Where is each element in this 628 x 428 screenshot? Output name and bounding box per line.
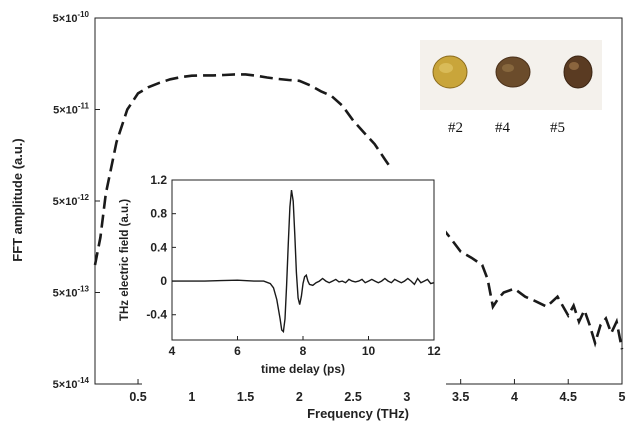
- inset-x-axis-label: time delay (ps): [261, 362, 345, 376]
- main-series-line: [93, 73, 624, 350]
- inset-x-tick-label: 12: [427, 344, 441, 358]
- main-y-ticks: 5×10-14 5×10-13 5×10-12 5×10-11 5×10-10: [53, 10, 100, 391]
- seed-4-highlight: [502, 64, 514, 72]
- main-x-tick-label: 1.5: [237, 390, 254, 404]
- main-x-tick-label: 2.5: [344, 390, 361, 404]
- main-chart: 0.5 1 1.5 2 2.5 3 3.5 4 4.5 5 5×10-145×10-135×10-…: [10, 10, 626, 421]
- main-x-tick-label: 2: [296, 390, 303, 404]
- inset-y-tick-label: 0: [160, 274, 167, 288]
- main-y-tick-label: 5×10-10: [53, 10, 90, 25]
- main-x-tick-label: 3: [403, 390, 410, 404]
- main-y-tick-label: 5×10-13: [53, 285, 90, 300]
- main-y-tick-label: 5×10-12: [53, 193, 90, 208]
- inset-x-tick-label: 8: [300, 344, 307, 358]
- seed-2-highlight: [439, 63, 453, 73]
- inset-plot-frame: [171, 179, 435, 341]
- inset-x-tick-label: 4: [169, 344, 176, 358]
- main-x-tick-label: 1: [188, 390, 195, 404]
- inset-x-tick-label: 6: [234, 344, 241, 358]
- inset-x-ticks: 4 6 8 10 12: [169, 336, 441, 358]
- inset-y-tick-label: 0.4: [150, 240, 167, 254]
- seed-5-image: [563, 55, 593, 89]
- seed-5-highlight: [569, 62, 579, 70]
- main-x-tick-label: 0.5: [129, 390, 146, 404]
- main-x-tick-label: 3.5: [452, 390, 469, 404]
- main-y-tick-label: 5×10-11: [53, 102, 89, 117]
- seed-photo: #2 #4 #5: [420, 40, 602, 136]
- inset-y-axis-label: THz electric field (a.u.): [119, 199, 131, 321]
- main-y-tick-label: 5×10-14: [53, 376, 90, 391]
- inset-chart: 4 6 8 10 12 -0.4 0 0.4 0.8 1.2 THz electric fiel…: [119, 166, 446, 388]
- main-x-tick-label: 4.5: [560, 390, 577, 404]
- seed-4-label: #4: [495, 120, 511, 136]
- main-x-axis-label: Frequency (THz): [307, 406, 409, 421]
- inset-y-tick-label: 0.8: [150, 207, 167, 221]
- main-x-tick-label: 5: [619, 390, 626, 404]
- seed-4-image: [495, 56, 531, 88]
- main-x-tick-label: 4: [511, 390, 518, 404]
- inset-x-tick-label: 10: [362, 344, 376, 358]
- inset-y-ticks: -0.4 0 0.4 0.8 1.2: [146, 173, 176, 322]
- inset-series-line: [172, 189, 435, 334]
- inset-y-tick-label: -0.4: [146, 308, 167, 322]
- inset-y-tick-label: 1.2: [150, 173, 167, 187]
- main-y-axis-label: FFT amplitude (a.u.): [10, 138, 25, 262]
- seed-5-label: #5: [550, 120, 565, 136]
- seed-2-label: #2: [448, 120, 463, 136]
